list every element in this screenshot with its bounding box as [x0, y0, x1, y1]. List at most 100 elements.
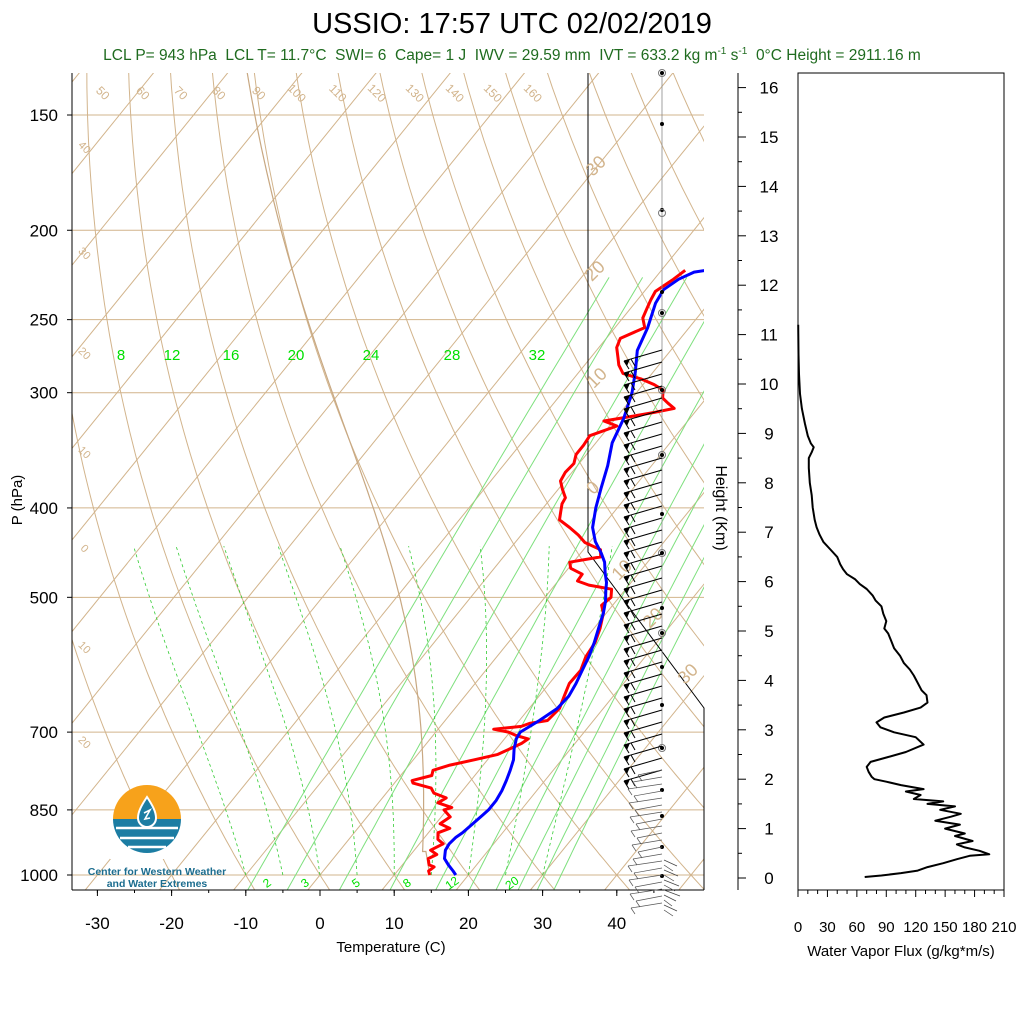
wind-barb-staff: [623, 469, 663, 482]
mixing-ratio-line: [517, 523, 704, 890]
wind-barb-staff: [623, 769, 663, 782]
wind-barb-pennant: [624, 779, 630, 786]
wind-barb-staff: [635, 895, 663, 902]
mixing-ratio-line: [389, 320, 704, 890]
wind-barb-staff: [663, 864, 674, 872]
flux-tick-label: 90: [878, 919, 895, 936]
calm-circle: [658, 629, 666, 637]
wind-barb-pennant: [624, 635, 630, 642]
wind-barb-staff: [633, 790, 663, 797]
wind-barb-flag: [630, 466, 636, 475]
y-tick-label: 1000: [20, 866, 58, 885]
wind-barb-staff: [623, 433, 663, 446]
height-tick-label: 15: [760, 128, 779, 147]
parcel-trace-line: [246, 73, 431, 876]
skewt-frame: [71, 73, 705, 891]
logo-caption: Center for Western Weather and Water Extr…: [87, 866, 227, 890]
dry-adiabat-line: [211, 73, 556, 890]
mixing-ratio-line: [468, 443, 704, 890]
sounding-stats: LCL P= 943 hPa LCL T= 11.7°C SWI= 6 Cape…: [0, 46, 1024, 65]
dry-adiabat-line: [170, 73, 481, 890]
barb-station-dot: [660, 703, 664, 707]
isotherm-line: [72, 73, 303, 358]
wind-barb-flag: [630, 907, 636, 915]
wind-barb-flag: [632, 781, 638, 789]
wind-barb-flag: [630, 742, 636, 751]
dry-adiabat-label: 80: [209, 83, 229, 103]
wind-barb-flag: [630, 418, 636, 427]
wind-barb-pennant: [624, 371, 630, 378]
mixing-ratio-label: 32: [529, 347, 546, 364]
flux-tick-label: 30: [819, 919, 836, 936]
wind-barb-flag: [637, 774, 643, 782]
wind-barb-flag: [630, 670, 636, 679]
isotherm-line: [72, 73, 155, 175]
dry-adiabat-line: [667, 0, 1024, 895]
wind-barb-staff: [628, 797, 663, 804]
y-tick-label: 700: [30, 723, 58, 742]
wind-barb-staff: [623, 649, 663, 662]
height-tick-label: 13: [760, 227, 779, 246]
wind-barb-staff: [663, 859, 678, 867]
wind-barb-staff: [635, 818, 663, 825]
wind-barb-staff: [637, 769, 663, 776]
wind-barb-flag: [633, 872, 639, 880]
wind-barb-pennant: [624, 359, 630, 366]
wind-barb-staff: [632, 776, 663, 783]
wind-barb-staff: [623, 637, 663, 650]
wind-barb-staff: [630, 902, 663, 909]
moist-adiabat-line: [277, 545, 358, 876]
wind-barb-flag: [630, 706, 636, 715]
wind-barb-flag: [630, 694, 636, 703]
x-tick-label: 0: [315, 914, 324, 933]
dry-adiabat-line: [86, 73, 331, 890]
wind-barb-flag: [632, 858, 638, 866]
wind-barb-staff: [623, 505, 663, 518]
wind-barb-flag: [630, 526, 636, 535]
wind-barb-flag: [630, 730, 636, 739]
wind-barb-flag: [630, 490, 636, 499]
isotherm-line: [72, 73, 229, 266]
wind-barb-pennant: [624, 659, 630, 666]
wind-barb-flag: [630, 574, 636, 583]
isotherm-edge-label: 0: [78, 542, 91, 555]
wind-barb-staff: [623, 397, 663, 410]
wind-barb-pennant: [624, 515, 630, 522]
wind-barb-staff: [623, 721, 663, 734]
wind-barb-staff: [663, 869, 679, 877]
moist-adiabat-line: [223, 545, 321, 876]
wind-barb-staff: [663, 909, 674, 917]
moist-adiabat-line: [339, 545, 395, 875]
temperature-profile-line: [410, 269, 687, 876]
wind-barb-staff: [623, 565, 663, 578]
dry-adiabat-label: 70: [171, 83, 191, 103]
isotherm-line: [84, 125, 704, 890]
wind-barb-flag: [627, 788, 633, 796]
wind-barb-staff: [623, 697, 663, 710]
wind-barb-flag: [630, 718, 636, 727]
dry-adiabat-label: 120: [365, 81, 389, 105]
flux-tick-label: 180: [962, 919, 987, 936]
isotherm-line: [529, 674, 704, 890]
dry-adiabat-label: 110: [326, 81, 350, 105]
height-tick-label: 9: [764, 424, 773, 443]
wind-barb-flag: [630, 610, 636, 619]
wind-barb-staff: [623, 517, 663, 530]
height-tick-label: 8: [764, 474, 773, 493]
isotherm-edge-label: 10: [608, 556, 636, 584]
wind-barb-staff: [633, 867, 663, 874]
flux-axis-label: Water Vapor Flux (g/kg*m/s): [807, 943, 995, 960]
ivt-value: IVT = 633.2 kg m-1 s-1: [599, 46, 748, 65]
frame-right-edge: [587, 73, 705, 890]
wind-barb-flag: [630, 562, 636, 571]
calm-circle: [658, 549, 666, 557]
y-axis-label: P (hPa): [9, 475, 26, 526]
x-tick-label: 20: [459, 914, 478, 933]
isotherm-line: [72, 73, 600, 724]
isotherm-line: [678, 858, 704, 890]
wind-barb-staff: [623, 745, 663, 758]
isotherm-line: [72, 73, 526, 633]
wind-barb-flag: [630, 682, 636, 691]
wind-barb-pennant: [624, 419, 630, 426]
wind-barb-flag: [635, 823, 641, 831]
